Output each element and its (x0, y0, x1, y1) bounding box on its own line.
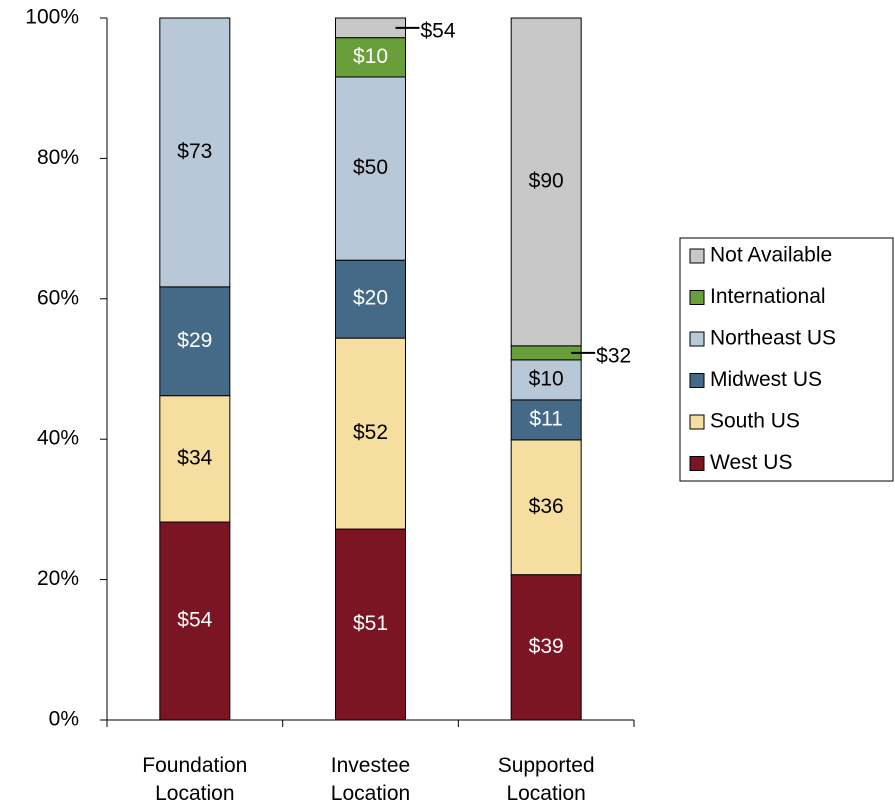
legend-label: West US (710, 451, 792, 474)
y-tick-label: 80% (37, 146, 79, 169)
legend-label: South US (710, 410, 800, 433)
legend-swatch (689, 331, 705, 347)
legend-swatch (689, 248, 705, 264)
data-label: $32 (596, 344, 631, 367)
data-label: $50 (353, 156, 388, 179)
x-tick-label: Supported Location (497, 754, 595, 805)
y-tick-label: 100% (25, 6, 79, 29)
x-tick-label: Foundation Location (142, 754, 248, 805)
bar-segment (335, 76, 406, 261)
y-tick-label: 20% (37, 567, 79, 590)
data-label: $11 (529, 407, 562, 430)
x-tick-label: Investee Location (330, 754, 411, 805)
legend-swatch (689, 373, 705, 388)
bar-segment (510, 345, 582, 361)
bar-segment (335, 528, 406, 721)
y-tick-label: 60% (37, 286, 79, 309)
data-label: $20 (353, 287, 388, 310)
data-label: $39 (529, 635, 564, 658)
legend-label: Northeast US (710, 327, 836, 350)
bar-segment (510, 17, 582, 347)
bar-segment (335, 259, 406, 339)
bar-segment (510, 359, 582, 401)
legend-swatch (689, 414, 705, 430)
bar-segment (159, 395, 231, 523)
legend-label: International (710, 285, 826, 308)
legend-swatch (689, 290, 705, 305)
data-label: $51 (353, 612, 388, 635)
y-tick-label: 0% (49, 708, 79, 731)
legend-label: Midwest US (710, 368, 822, 391)
data-label: $90 (529, 169, 564, 192)
data-label: $36 (529, 495, 564, 518)
bar-segment (335, 337, 406, 530)
data-label: $29 (177, 329, 212, 352)
legend-label: Not Available (710, 244, 832, 267)
bar-segment (335, 17, 406, 39)
data-label: $54 (421, 19, 456, 42)
data-label: $10 (353, 45, 388, 68)
data-label: $34 (177, 446, 212, 469)
legend-box (679, 237, 894, 482)
bar-segment (159, 17, 231, 288)
data-label: $54 (177, 609, 212, 632)
bar-segment (159, 521, 231, 721)
bar-segment (510, 574, 582, 721)
legend-swatch (689, 456, 705, 471)
data-label: $73 (177, 140, 212, 163)
y-tick-label: 40% (37, 427, 79, 450)
data-label: $52 (353, 421, 388, 444)
bar-segment (510, 399, 582, 441)
data-label: $10 (529, 367, 564, 390)
